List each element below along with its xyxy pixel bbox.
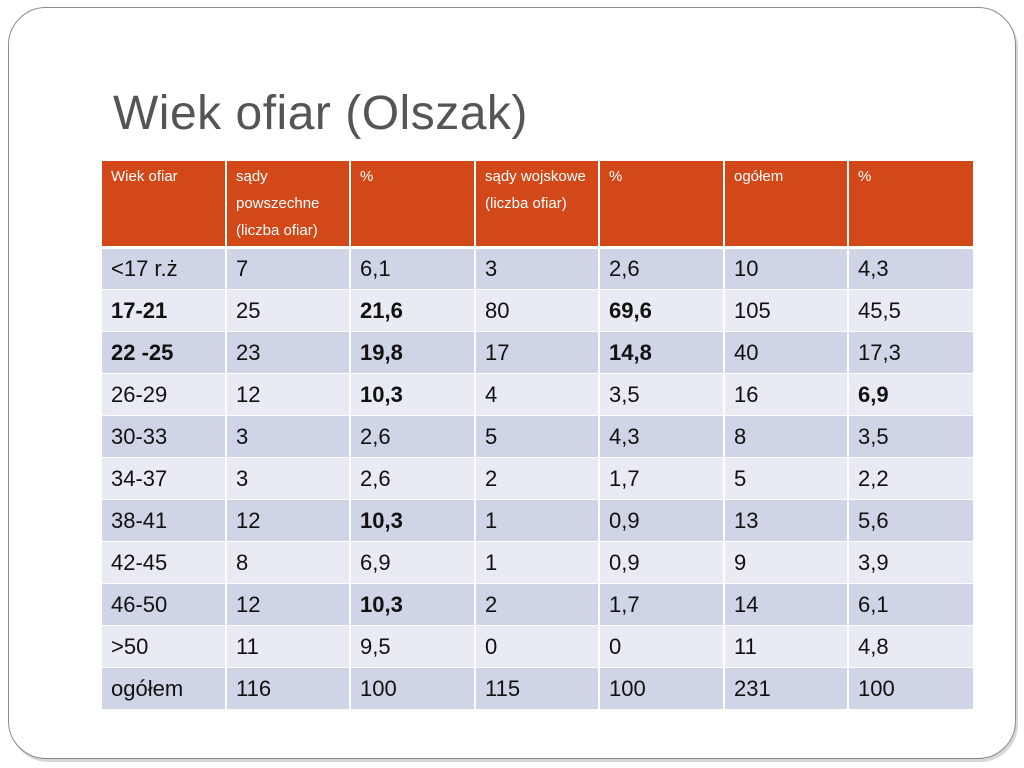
table-cell: 12 — [226, 373, 351, 416]
table-cell: 19,8 — [350, 331, 476, 374]
table-cell: 69,6 — [599, 289, 725, 332]
header-age: Wiek ofiar — [102, 161, 227, 249]
table-cell: 9 — [724, 541, 849, 584]
table-cell: 25 — [226, 289, 351, 332]
table-cell: >50 — [102, 625, 227, 668]
table-cell: 3,5 — [848, 415, 973, 458]
table-cell: 116 — [226, 667, 351, 710]
table-cell: 14 — [724, 583, 849, 626]
table-cell: 11 — [226, 625, 351, 668]
table-row: 17-21 25 21,6 80 69,6 105 45,5 — [102, 289, 973, 332]
header-total-count: ogółem — [724, 161, 849, 249]
table-cell: 100 — [599, 667, 725, 710]
table-row: 38-41 12 10,3 1 0,9 13 5,6 — [102, 499, 973, 542]
table-cell: 5 — [724, 457, 849, 500]
header-total-percent: % — [848, 161, 973, 249]
table-cell: 0 — [599, 625, 725, 668]
table-row: 22 -25 23 19,8 17 14,8 40 17,3 — [102, 331, 973, 374]
table-cell: 231 — [724, 667, 849, 710]
table-cell: 45,5 — [848, 289, 973, 332]
table-cell: 12 — [226, 499, 351, 542]
table-cell: 2,6 — [350, 457, 476, 500]
table-cell: 1,7 — [599, 457, 725, 500]
table-cell: 6,9 — [350, 541, 476, 584]
table-cell: 4,8 — [848, 625, 973, 668]
table-cell: 100 — [848, 667, 973, 710]
header-common-courts-count: sądy powszechne (liczba ofiar) — [226, 161, 351, 249]
table-cell: 1,7 — [599, 583, 725, 626]
table-cell: 6,1 — [848, 583, 973, 626]
table-cell: 8 — [724, 415, 849, 458]
table-cell: 34-37 — [102, 457, 227, 500]
header-common-courts-percent: % — [350, 161, 476, 249]
table-cell: 2,6 — [599, 247, 725, 290]
table-cell: 4 — [475, 373, 600, 416]
table-cell: 23 — [226, 331, 351, 374]
table-cell: 8 — [226, 541, 351, 584]
table-cell: 6,9 — [848, 373, 973, 416]
table-row: 42-45 8 6,9 1 0,9 9 3,9 — [102, 541, 973, 584]
table-cell: 26-29 — [102, 373, 227, 416]
table-cell: <17 r.ż — [102, 247, 227, 290]
table-row: 26-29 12 10,3 4 3,5 16 6,9 — [102, 373, 973, 416]
table-row: 34-37 3 2,6 2 1,7 5 2,2 — [102, 457, 973, 500]
table-row: ogółem 116 100 115 100 231 100 — [102, 667, 973, 710]
table-row: 30-33 3 2,6 5 4,3 8 3,5 — [102, 415, 973, 458]
table-cell: 1 — [475, 499, 600, 542]
table-cell: 38-41 — [102, 499, 227, 542]
table-cell: 17 — [475, 331, 600, 374]
victims-age-table: Wiek ofiar sądy powszechne (liczba ofiar… — [102, 161, 973, 710]
table-cell: 3 — [226, 415, 351, 458]
table-cell: 3,9 — [848, 541, 973, 584]
table-cell: 5,6 — [848, 499, 973, 542]
table-cell: 100 — [350, 667, 476, 710]
table-cell: 9,5 — [350, 625, 476, 668]
table-body: <17 r.ż 7 6,1 3 2,6 10 4,3 17-21 25 21,6 80 69,6 10… — [102, 247, 973, 710]
table-cell: 2 — [475, 457, 600, 500]
table-cell: 0,9 — [599, 499, 725, 542]
table-cell: 30-33 — [102, 415, 227, 458]
table-cell: 14,8 — [599, 331, 725, 374]
table-cell: 10,3 — [350, 373, 476, 416]
table-cell: 40 — [724, 331, 849, 374]
table-cell: 1 — [475, 541, 600, 584]
table-cell: 16 — [724, 373, 849, 416]
table-cell: 22 -25 — [102, 331, 227, 374]
table-cell: 0,9 — [599, 541, 725, 584]
table-cell: 2,2 — [848, 457, 973, 500]
table-cell: 13 — [724, 499, 849, 542]
table-cell: 10 — [724, 247, 849, 290]
table-cell: 12 — [226, 583, 351, 626]
table-cell: 115 — [475, 667, 600, 710]
table-row: <17 r.ż 7 6,1 3 2,6 10 4,3 — [102, 247, 973, 290]
table-cell: ogółem — [102, 667, 227, 710]
table-header-row: Wiek ofiar sądy powszechne (liczba ofiar… — [102, 161, 973, 249]
table-cell: 7 — [226, 247, 351, 290]
table-cell: 4,3 — [848, 247, 973, 290]
table-row: 46-50 12 10,3 2 1,7 14 6,1 — [102, 583, 973, 626]
table-cell: 10,3 — [350, 583, 476, 626]
table-cell: 10,3 — [350, 499, 476, 542]
table-cell: 0 — [475, 625, 600, 668]
slide-title: Wiek ofiar (Olszak) — [113, 87, 528, 140]
table-cell: 46-50 — [102, 583, 227, 626]
table-cell: 17-21 — [102, 289, 227, 332]
header-military-courts-count: sądy wojskowe (liczba ofiar) — [475, 161, 600, 249]
table-cell: 11 — [724, 625, 849, 668]
table-cell: 5 — [475, 415, 600, 458]
table-cell: 2 — [475, 583, 600, 626]
table-cell: 6,1 — [350, 247, 476, 290]
header-military-courts-percent: % — [599, 161, 725, 249]
table-cell: 17,3 — [848, 331, 973, 374]
table-cell: 4,3 — [599, 415, 725, 458]
table-cell: 105 — [724, 289, 849, 332]
table-cell: 3 — [226, 457, 351, 500]
table-cell: 2,6 — [350, 415, 476, 458]
table-cell: 3 — [475, 247, 600, 290]
table-cell: 3,5 — [599, 373, 725, 416]
table-row: >50 11 9,5 0 0 11 4,8 — [102, 625, 973, 668]
table-cell: 42-45 — [102, 541, 227, 584]
table-cell: 80 — [475, 289, 600, 332]
table-cell: 21,6 — [350, 289, 476, 332]
